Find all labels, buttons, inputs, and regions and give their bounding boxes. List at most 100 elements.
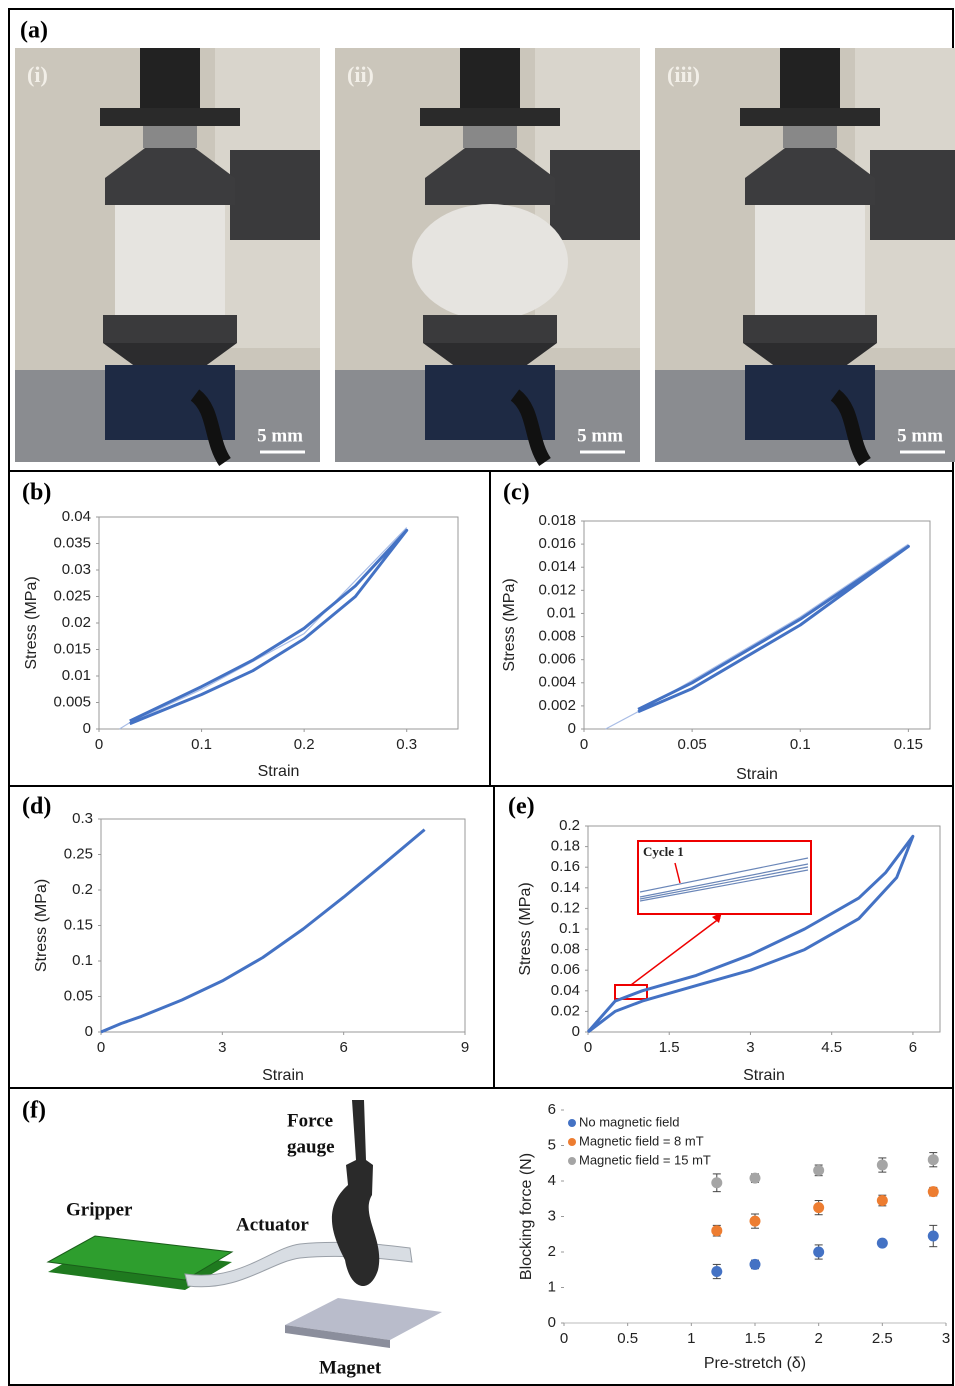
- diagram-label: Magnet: [319, 1357, 382, 1378]
- x-tick-label: 4.5: [821, 1039, 842, 1056]
- nut: [783, 126, 837, 148]
- y-tick-label: 0.014: [538, 558, 576, 575]
- x-tick-label: 0.5: [617, 1330, 638, 1347]
- y-tick-label: 0.005: [53, 693, 91, 710]
- nut: [463, 126, 517, 148]
- panel-label: (b): [22, 480, 51, 506]
- cable: [830, 389, 872, 466]
- y-tick-label: 0: [572, 1023, 580, 1040]
- chart: 0 1 2 3 4 5 6 0 0.5 1 1.5 2 2.5 3 Pre-stretch (δ) Block…: [518, 1101, 950, 1372]
- x-tick-label: 3: [942, 1330, 950, 1347]
- legend-label: Magnetic field = 15 mT: [579, 1152, 711, 1167]
- x-tick-label: 0.1: [191, 736, 212, 753]
- plot-frame: [583, 520, 931, 730]
- y-tick-label: 0.16: [551, 858, 580, 875]
- nut: [143, 126, 197, 148]
- cone: [745, 148, 875, 205]
- x-tick-label: 3: [746, 1039, 754, 1056]
- x-tick-label: 0.05: [678, 736, 707, 753]
- x-axis-title: Strain: [743, 1067, 785, 1084]
- cone: [743, 343, 877, 370]
- y-tick-label: 0.2: [559, 817, 580, 834]
- point: [711, 1225, 723, 1237]
- y-tick-label: 0.04: [551, 982, 580, 999]
- x-tick-label: 2: [814, 1330, 822, 1347]
- panel-borders: [8, 8, 954, 1386]
- point: [749, 1172, 761, 1184]
- flange: [100, 108, 240, 126]
- y-tick-label: 0: [568, 720, 576, 737]
- flange: [420, 108, 560, 126]
- x-tick-label: 1.5: [745, 1330, 766, 1347]
- chart: 0 0.002 0.004 0.006 0.008 0.01 0.012 0.014 0.016…: [501, 512, 931, 783]
- diagram-label: gauge: [287, 1136, 335, 1157]
- y-tick-label: 0.14: [551, 879, 580, 896]
- y-tick-label: 0.016: [538, 535, 576, 552]
- y-tick-label: 0.008: [538, 628, 576, 645]
- point: [927, 1186, 939, 1198]
- photo-label: (ii): [347, 62, 374, 87]
- x-axis-title: Strain: [736, 766, 778, 783]
- y-axis-title: Stress (MPa): [33, 879, 50, 972]
- x-tick-label: 9: [461, 1039, 469, 1056]
- y-tick-label: 0.025: [53, 587, 91, 604]
- diagram-label: Force: [287, 1110, 333, 1131]
- y-tick-label: 0.015: [53, 640, 91, 657]
- panel-label: (d): [22, 794, 51, 820]
- plot-frame: [100, 818, 466, 1033]
- y-tick-label: 0.12: [551, 899, 580, 916]
- y-tick-label: 0.1: [559, 920, 580, 937]
- photo-label: (i): [27, 62, 48, 87]
- point: [711, 1266, 723, 1278]
- x-tick-label: 0: [584, 1039, 592, 1056]
- y-axis-title: Blocking force (N): [518, 1153, 535, 1280]
- y-axis-title: Stress (MPa): [501, 578, 518, 671]
- y-tick-label: 0.012: [538, 581, 576, 598]
- photo: (iii) 5 mm: [655, 48, 955, 466]
- data-line: [119, 527, 408, 730]
- data-line: [586, 834, 915, 1034]
- x-tick-label: 6: [339, 1039, 347, 1056]
- y-tick-label: 0.2: [72, 881, 93, 898]
- y-tick-label: 0.06: [551, 961, 580, 978]
- point: [813, 1202, 825, 1214]
- diagram-label: Actuator: [236, 1214, 309, 1235]
- x-tick-label: 2.5: [872, 1330, 893, 1347]
- cone: [105, 148, 235, 205]
- y-tick-label: 0.006: [538, 651, 576, 668]
- x-tick-label: 1: [687, 1330, 695, 1347]
- y-tick-label: 0.08: [551, 941, 580, 958]
- inset: Cycle 1: [614, 840, 812, 1000]
- y-tick-label: 0.25: [64, 845, 93, 862]
- y-tick-label: 4: [548, 1172, 556, 1189]
- specimen: [755, 205, 865, 317]
- flange: [423, 315, 557, 343]
- chart: 0 0.005 0.01 0.015 0.02 0.025 0.03 0.035 0.04 0 0.…: [23, 508, 459, 780]
- y-tick-label: 1: [548, 1278, 556, 1295]
- point: [749, 1258, 761, 1270]
- x-tick-label: 0.3: [396, 736, 417, 753]
- x-tick-label: 0: [95, 736, 103, 753]
- y-tick-label: 0.002: [538, 697, 576, 714]
- y-tick-label: 0.3: [72, 810, 93, 827]
- point: [927, 1154, 939, 1166]
- y-tick-label: 0.02: [62, 614, 91, 631]
- diagram-label: Gripper: [66, 1199, 133, 1220]
- cone: [423, 343, 557, 370]
- flange: [103, 315, 237, 343]
- legend-marker: [568, 1138, 576, 1146]
- point: [927, 1230, 939, 1242]
- y-tick-label: 0: [548, 1314, 556, 1331]
- data-line: [637, 544, 910, 714]
- chart: 0 0.02 0.04 0.06 0.08 0.1 0.12 0.14 0.16 0.18 0.2 0…: [517, 817, 941, 1084]
- cable: [510, 389, 552, 466]
- dark-block: [870, 150, 955, 240]
- legend-label: No magnetic field: [579, 1114, 679, 1129]
- legend-marker: [568, 1157, 576, 1165]
- flange: [740, 108, 880, 126]
- photos: (i) 5 mm (ii) 5 mm (iii) 5 mm: [15, 48, 955, 466]
- y-tick-label: 0.01: [547, 604, 576, 621]
- panel-label: (a): [20, 18, 48, 44]
- point: [876, 1237, 888, 1249]
